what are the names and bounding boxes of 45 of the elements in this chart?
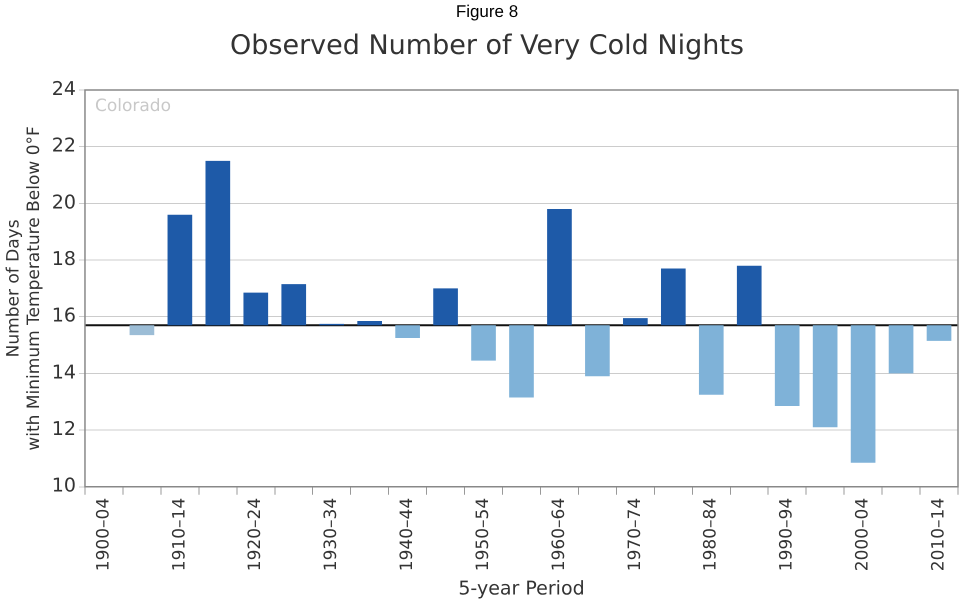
bar [281, 284, 306, 326]
bar [243, 292, 268, 326]
bar [736, 266, 762, 326]
x-tick-label: 1910–14 [169, 498, 190, 572]
bar [698, 325, 724, 395]
y-tick-label: 22 [52, 134, 76, 157]
x-tick-label: 2000–04 [852, 498, 873, 572]
x-tick-label: 1930–34 [321, 498, 342, 572]
chart-title: Observed Number of Very Cold Nights [229, 30, 745, 61]
y-tick-label: 10 [52, 474, 76, 497]
x-tick-label: 1980–84 [700, 498, 721, 572]
x-tick-label: 1920–24 [245, 498, 266, 572]
x-tick-label: 1970–74 [624, 498, 645, 572]
x-axis-title: 5-year Period [458, 578, 585, 600]
bar [130, 325, 154, 336]
y-tick-label: 20 [52, 191, 76, 214]
bar [812, 325, 838, 428]
x-tick-label: 1960–64 [548, 498, 569, 572]
y-tick-label: 16 [52, 304, 76, 327]
bar [433, 288, 458, 326]
bar [660, 268, 686, 326]
bar [471, 325, 496, 361]
bar [774, 325, 800, 406]
bar [205, 160, 230, 326]
bar [888, 325, 914, 374]
bar [585, 325, 610, 376]
y-tick-label: 24 [52, 78, 76, 100]
bar [547, 209, 572, 326]
bar [395, 325, 420, 338]
x-tick-label: 1940–44 [397, 498, 418, 572]
x-tick-label: 1950–54 [472, 498, 493, 572]
bar [926, 325, 952, 341]
bar [623, 318, 648, 326]
y-axis-title: Number of Days with Minimum Temperature Below 0°F [4, 126, 44, 451]
x-tick-label: 1990–94 [776, 498, 797, 572]
y-tick-label: 14 [52, 361, 76, 384]
y-tick-label: 12 [52, 418, 76, 440]
bar [357, 320, 382, 326]
bar [850, 325, 876, 463]
caption: Figure 8 [454, 2, 520, 22]
x-tick-label: 2010–14 [928, 498, 948, 572]
x-tick-label: 1900–04 [93, 498, 114, 572]
bar [509, 325, 534, 398]
y-tick-label: 18 [52, 248, 76, 270]
bar [168, 214, 192, 326]
